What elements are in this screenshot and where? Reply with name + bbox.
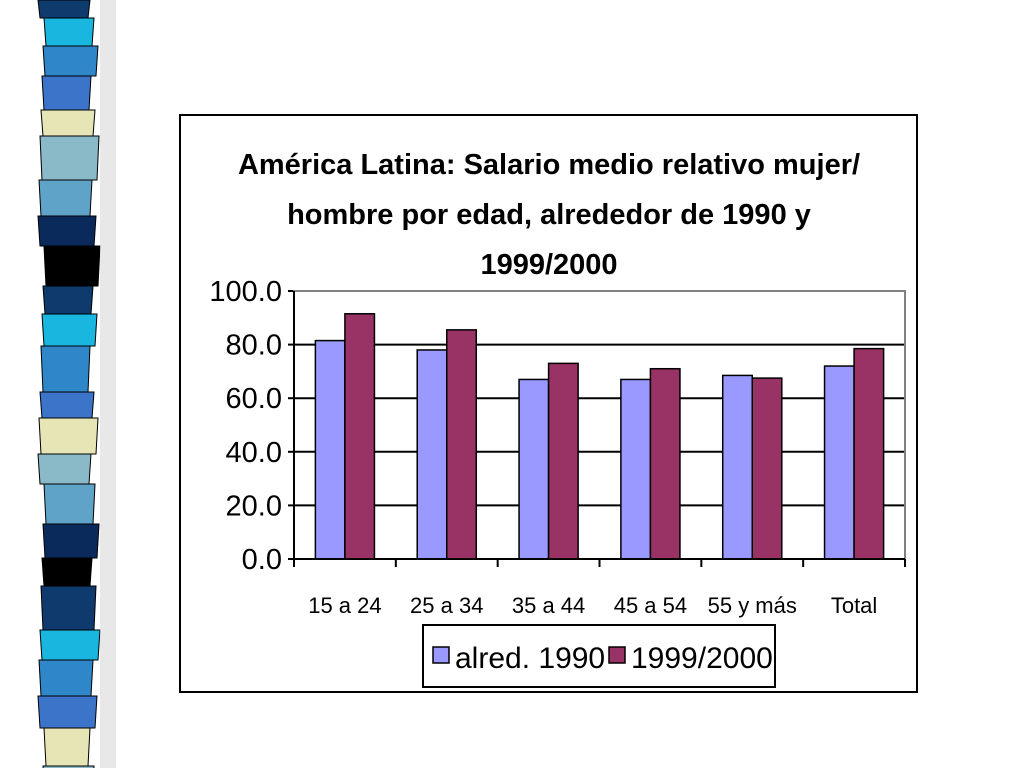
plot-area: 0.0 20.0 40.0 60.0 80.0 100.0 15 a 24 25 a 34 35… [209,276,906,618]
strip-band [43,483,96,525]
x-tick-label: 55 y más [708,593,797,618]
bar-series-1999-2000 [446,329,478,560]
legend: alred. 1990 1999/2000 [422,624,776,688]
strip-band [40,109,96,137]
bar-series-1990 [721,374,753,560]
strip-band [43,727,91,767]
bar-series-1999-2000 [547,362,579,560]
bar-series-1999-2000 [344,313,376,560]
legend-swatch [432,646,450,664]
strip-band [39,135,100,181]
strip-band [37,695,98,729]
strip-band [37,215,97,247]
bar-series-1990 [314,339,346,560]
strip-band [39,629,101,661]
strip-band [41,75,92,111]
y-tick-label: 40.0 [226,437,282,469]
strip-band [39,391,95,419]
strip-band [41,557,93,587]
strip-band [42,45,99,77]
legend-box [422,624,776,688]
bar-series-1990 [416,349,448,560]
bar-series-1999-2000 [853,347,885,560]
bar-series-1990 [518,378,550,560]
strip-band [42,285,94,315]
chart-title-line-2: hombre por edad, alrededor de 1990 y [287,199,811,231]
strip-band [38,417,99,455]
legend-swatch [608,646,626,664]
x-tick-label: Total [831,593,877,618]
strip-band [42,523,100,559]
chart-frame: América Latina: Salario medio relativo m… [179,114,918,693]
bar-series-1990 [620,378,652,560]
chart-title-line-1: América Latina: Salario medio relativo m… [238,149,860,181]
plot-border [293,290,906,560]
y-tick-label: 100.0 [209,276,282,308]
chart-title-line-3: 1999/2000 [480,249,617,281]
strip-band [37,453,92,485]
bar-series-1999-2000 [751,377,783,560]
strip-shadow [100,0,116,768]
x-tick-label: 25 a 34 [410,593,483,618]
x-tick-label: 35 a 44 [512,593,585,618]
y-tick-label: 60.0 [226,383,282,415]
strip-band [38,659,94,697]
bar-chart: América Latina: Salario medio relativo m… [209,149,906,688]
bar-series-1990 [823,365,855,560]
y-tick-label: 0.0 [242,544,282,576]
x-tick-label: 45 a 54 [614,593,687,618]
strip-band [43,245,101,287]
legend-label: alred. 1990 [455,642,605,675]
strip-band [41,313,98,347]
y-tick-label: 20.0 [226,490,282,522]
strip-band [43,17,95,47]
legend-label: 1999/2000 [631,642,773,675]
strip-band [40,345,91,393]
strip-band [38,179,93,217]
y-tick-label: 80.0 [226,330,282,362]
decorative-side-strip [37,0,116,768]
x-tick-label: 15 a 24 [308,593,381,618]
strip-band [37,0,91,19]
strip-band [40,585,97,631]
bar-series-1999-2000 [649,367,681,560]
